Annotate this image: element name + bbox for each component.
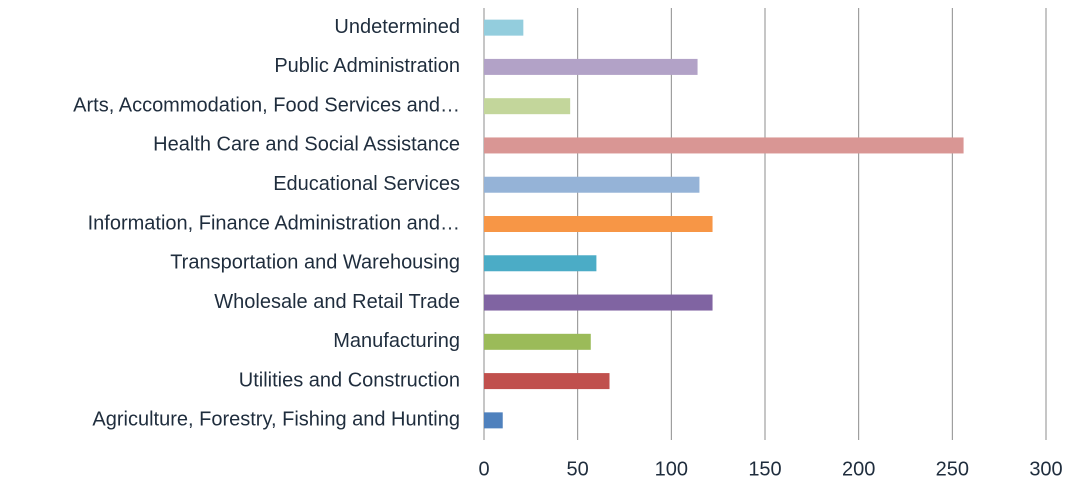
y-tick-label: Health Care and Social Assistance (153, 134, 460, 156)
y-tick-label: Utilities and Construction (239, 369, 460, 391)
bar (484, 255, 597, 272)
x-tick-label: 0 (478, 458, 489, 480)
y-tick-label: Undetermined (334, 16, 460, 38)
bar (484, 19, 524, 36)
x-tick-label: 50 (567, 458, 589, 480)
y-tick-label: Educational Services (273, 173, 460, 195)
bar (484, 294, 713, 311)
bar (484, 98, 571, 115)
bar (484, 333, 591, 350)
y-tick-label: Arts, Accommodation, Food Services and… (73, 94, 460, 116)
bar (484, 373, 610, 390)
bar (484, 216, 713, 232)
bar (484, 137, 964, 154)
x-tick-label: 200 (842, 458, 875, 480)
y-tick-label: Wholesale and Retail Trade (214, 291, 460, 313)
y-tick-label: Agriculture, Forestry, Fishing and Hunti… (92, 409, 460, 431)
x-tick-label: 100 (655, 458, 688, 480)
y-tick-label: Information, Finance Administration and… (88, 212, 460, 234)
y-tick-label: Manufacturing (333, 330, 460, 352)
y-tick-label: Transportation and Warehousing (170, 252, 460, 274)
bar (484, 58, 698, 75)
bar (484, 176, 700, 193)
x-tick-label: 250 (936, 458, 969, 480)
bar (484, 412, 503, 429)
x-tick-label: 300 (1029, 458, 1062, 480)
x-tick-label: 150 (748, 458, 781, 480)
y-tick-label: Public Administration (274, 55, 460, 77)
